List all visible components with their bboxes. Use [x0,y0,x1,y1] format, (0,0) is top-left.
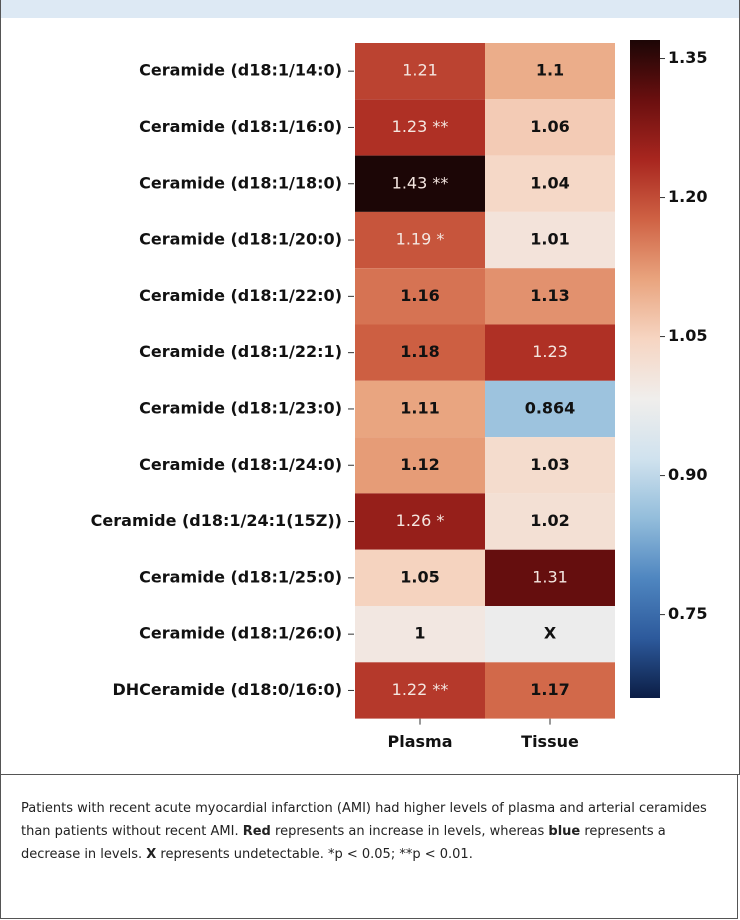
row-label: Ceramide (d18:1/25:0) [139,567,342,586]
cell-label: 1.13 [530,286,569,305]
cell-label: 1.17 [530,680,569,699]
heat-cell [355,493,485,550]
cell-label: 1.23 [532,342,568,361]
cell-label: 1.22 ** [392,680,449,699]
heat-cell [485,606,615,663]
cell-label: 1.05 [400,567,439,586]
heat-cell [355,662,485,719]
cell-label: 1.11 [400,398,439,417]
cell-label: 1.16 [400,286,439,305]
heat-cell [355,155,485,212]
row-label: DHCeramide (d18:0/16:0) [113,680,343,699]
heat-cell [355,437,485,494]
row-label: Ceramide (d18:1/16:0) [139,117,342,136]
cell-label: 1.19 * [396,230,445,249]
caption-bold: Red [242,824,271,839]
heat-cell [485,380,615,438]
heat-cell [485,324,615,381]
colorbar-tick-label: 1.20 [668,187,707,206]
heat-cell [355,211,485,269]
row-label: Ceramide (d18:1/20:0) [139,230,342,249]
caption: Patients with recent acute myocardial in… [0,775,738,919]
heat-cell [485,43,615,100]
caption-text: Patients with recent acute myocardial in… [21,801,707,839]
col-label: Tissue [521,732,579,751]
heat-cell [485,99,615,156]
cell-label: 1.26 * [396,511,445,530]
header-band [1,0,739,18]
colorbar-tick-label: 1.05 [668,326,707,345]
colorbar-tick-label: 0.75 [668,604,707,623]
heat-cell [485,493,615,550]
cell-label: 1.21 [402,61,438,80]
cell-label: 1.18 [400,342,439,361]
heat-cell [485,437,615,494]
row-label: Ceramide (d18:1/23:0) [139,398,342,417]
heat-cell [355,99,485,156]
cell-label: 1.31 [532,567,568,586]
cell-label: 1.02 [530,511,569,530]
col-label: Plasma [388,732,453,751]
heat-cell [485,662,615,719]
caption-text: represents undetectable. *p < 0.05; **p … [156,847,473,862]
row-label: Ceramide (d18:1/24:1(15Z)) [91,511,342,530]
caption-bold: X [146,847,157,862]
caption-bold: blue [548,824,581,839]
cell-label: 1.04 [530,173,569,192]
row-label: Ceramide (d18:1/26:0) [139,624,342,643]
row-label: Ceramide (d18:1/22:0) [139,286,342,305]
row-label: Ceramide (d18:1/24:0) [139,455,342,474]
caption-text: represents a decrease in levels. [21,824,666,862]
cell-label: 1 [414,624,425,643]
heat-cell [355,43,485,100]
row-label: Ceramide (d18:1/22:1) [139,342,342,361]
heat-cell [355,606,485,663]
heat-cell [355,268,485,325]
heat-cell [355,324,485,381]
heat-cell [485,211,615,269]
cell-label: 1.03 [530,455,569,474]
cell-label: 1.06 [530,117,569,136]
row-label: Ceramide (d18:1/18:0) [139,173,342,192]
heat-cell [485,155,615,212]
heat-cell [355,549,485,606]
heat-cell [485,549,615,606]
cell-label: 1.43 ** [392,173,449,192]
heat-cell [485,268,615,325]
cell-label: 1.23 ** [392,117,449,136]
cell-label: X [544,624,557,643]
cell-label: 0.864 [525,398,576,417]
colorbar [630,40,660,698]
caption-text: represents an increase in levels, wherea… [270,824,549,839]
cell-label: 1.1 [536,61,564,80]
heatmap: Ceramide (d18:1/14:0) Ceramide (d18:1/16:… [91,40,707,751]
colorbar-tick-label: 0.90 [668,465,707,484]
row-label: Ceramide (d18:1/14:0) [139,61,342,80]
colorbar-tick-label: 1.35 [668,48,707,67]
cell-label: 1.01 [530,230,569,249]
cell-label: 1.12 [400,455,439,474]
heat-cell [355,380,485,438]
